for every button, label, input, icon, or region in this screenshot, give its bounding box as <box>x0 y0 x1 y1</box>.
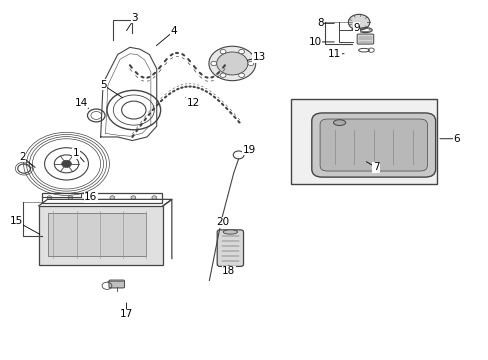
Text: 4: 4 <box>170 26 177 36</box>
Bar <box>42 193 161 203</box>
Circle shape <box>210 61 216 66</box>
Circle shape <box>220 49 225 54</box>
Circle shape <box>247 61 253 66</box>
FancyBboxPatch shape <box>356 34 373 44</box>
Circle shape <box>61 160 71 167</box>
FancyBboxPatch shape <box>109 280 124 288</box>
Text: 14: 14 <box>74 98 87 108</box>
Text: 16: 16 <box>84 192 97 202</box>
Text: 17: 17 <box>120 310 133 319</box>
Circle shape <box>238 49 244 54</box>
Circle shape <box>216 52 247 75</box>
Text: 9: 9 <box>353 23 359 33</box>
Circle shape <box>68 196 73 199</box>
Bar <box>290 99 436 184</box>
Bar <box>48 213 146 256</box>
Circle shape <box>131 196 136 199</box>
Circle shape <box>238 73 244 77</box>
Text: 3: 3 <box>131 13 138 23</box>
Text: 10: 10 <box>308 37 321 47</box>
Ellipse shape <box>223 230 237 234</box>
Text: 2: 2 <box>19 152 25 162</box>
Text: 7: 7 <box>372 162 379 172</box>
Circle shape <box>47 196 52 199</box>
Text: 5: 5 <box>100 80 106 90</box>
Text: 13: 13 <box>252 52 265 62</box>
Text: 1: 1 <box>73 148 80 158</box>
Circle shape <box>220 73 225 77</box>
FancyBboxPatch shape <box>311 113 435 177</box>
Text: 6: 6 <box>452 134 459 144</box>
Circle shape <box>89 196 94 199</box>
Text: 15: 15 <box>10 216 23 226</box>
Text: 18: 18 <box>222 266 235 276</box>
Bar <box>39 206 163 265</box>
Text: 12: 12 <box>186 98 200 108</box>
Circle shape <box>347 14 369 30</box>
FancyBboxPatch shape <box>217 230 243 266</box>
Circle shape <box>152 196 157 199</box>
Circle shape <box>110 196 115 199</box>
Circle shape <box>208 46 255 81</box>
Text: 19: 19 <box>242 144 256 154</box>
Text: 20: 20 <box>216 217 229 227</box>
FancyBboxPatch shape <box>320 119 427 171</box>
Text: 8: 8 <box>316 18 323 28</box>
Text: 11: 11 <box>327 49 341 59</box>
Ellipse shape <box>333 120 345 126</box>
